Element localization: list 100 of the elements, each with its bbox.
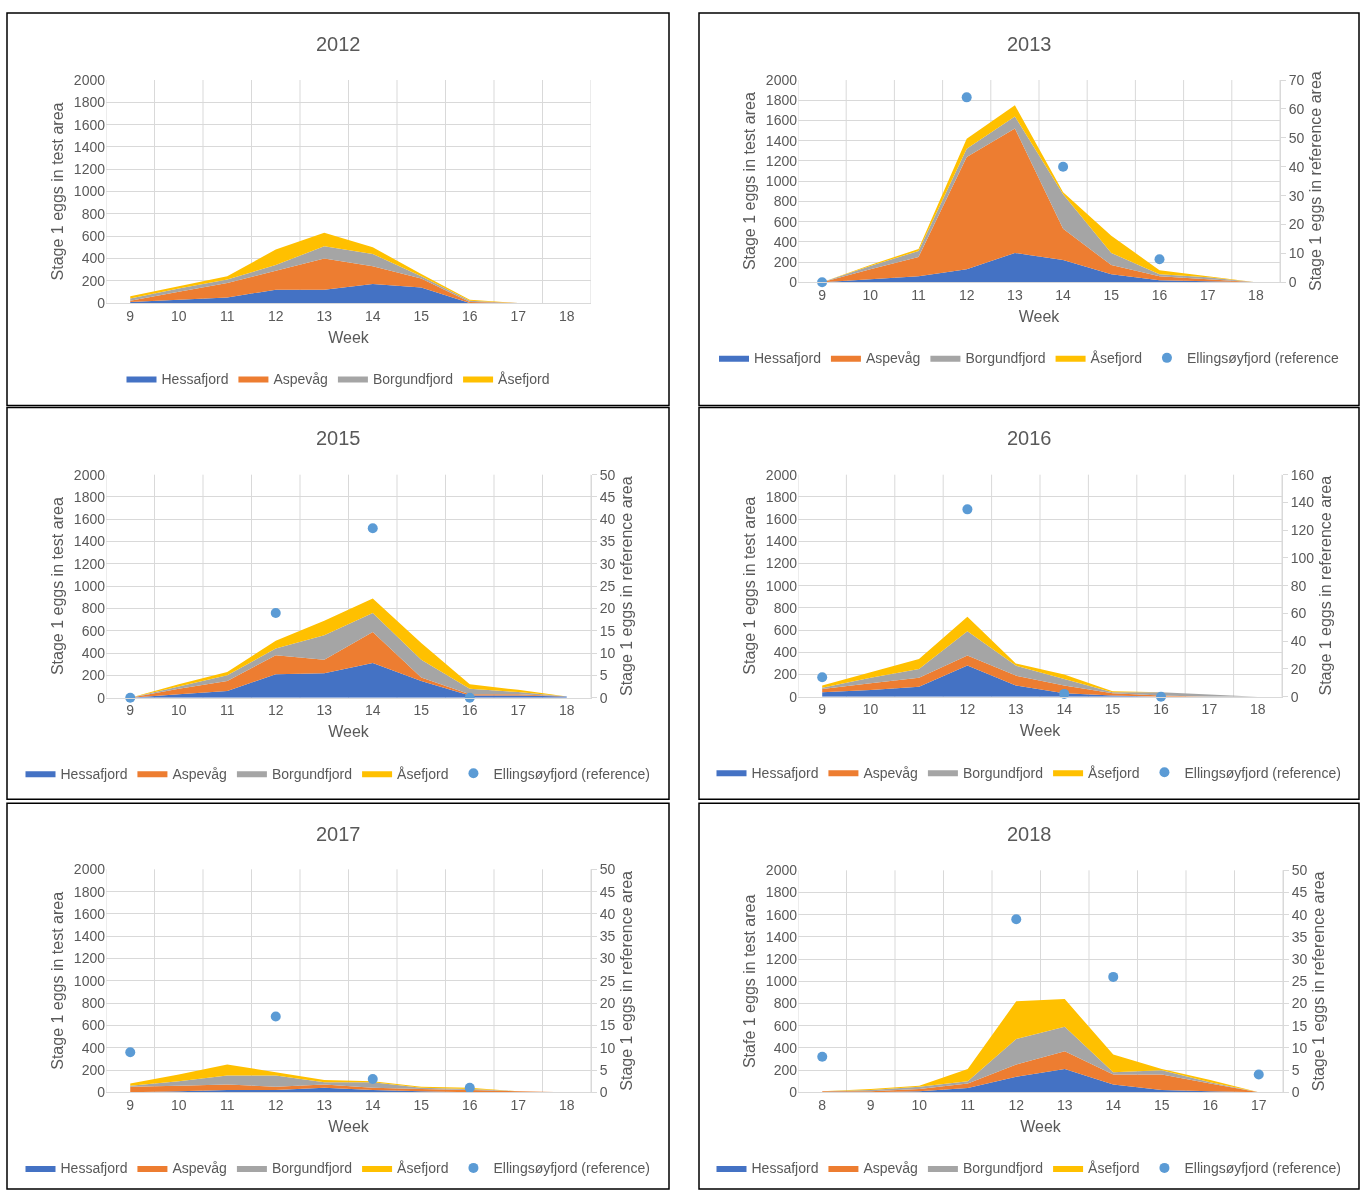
x-axis-title: Week <box>328 723 370 741</box>
x-tick-label: 17 <box>510 1097 527 1114</box>
point <box>125 1047 136 1058</box>
y-axis-title: Stafe 1 eggs in test area <box>740 894 758 1069</box>
y-tick-label: 200 <box>81 1061 106 1078</box>
x-tick-label: 15 <box>413 1097 430 1114</box>
y-tick-label: 600 <box>81 1017 106 1034</box>
point <box>367 523 378 534</box>
x-tick-label: 15 <box>413 307 430 324</box>
y-tick-label: 1800 <box>73 488 106 505</box>
point <box>270 1011 281 1022</box>
chart-title: 2013 <box>1007 33 1052 55</box>
point <box>1059 688 1070 699</box>
y2-tick-label: 20 <box>599 600 616 617</box>
legend-label: Aspevåg <box>172 765 227 782</box>
y-tick-label: 0 <box>789 1084 798 1101</box>
x-tick-label: 18 <box>1248 287 1264 304</box>
point <box>1253 1069 1264 1080</box>
x-tick-label: 13 <box>316 307 333 324</box>
legend-label: Hessafjord <box>60 765 128 782</box>
y-tick-label: 1200 <box>73 555 106 572</box>
legend-label: Hessafjord <box>161 371 229 388</box>
y2-tick-label: 20 <box>599 995 616 1012</box>
y-tick-label: 2000 <box>73 466 106 483</box>
y-tick-label: 800 <box>773 193 798 210</box>
point <box>464 1082 475 1093</box>
x-tick-label: 11 <box>911 701 927 718</box>
y-tick-label: 600 <box>81 622 106 639</box>
y2-tick-label: 40 <box>1290 633 1307 650</box>
y2-axis-title: Stage 1 eggs in reference area <box>618 870 636 1091</box>
y2-tick-label: 30 <box>1288 187 1305 204</box>
y2-tick-label: 25 <box>599 972 616 989</box>
x-tick-label: 18 <box>558 307 575 324</box>
x-tick-label: 12 <box>267 1097 284 1114</box>
x-tick-label: 16 <box>461 1097 478 1114</box>
legend-label: Borgundfjord <box>962 764 1044 781</box>
y-tick-label: 1400 <box>765 928 798 945</box>
x-tick-label: 16 <box>461 307 478 324</box>
y-tick-label: 800 <box>773 995 798 1012</box>
y-tick-label: 0 <box>789 688 798 705</box>
y-tick-label: 400 <box>773 644 798 661</box>
legend-label: Borgundfjord <box>271 1160 353 1177</box>
y2-tick-label: 40 <box>599 511 616 528</box>
y-tick-label: 400 <box>773 233 798 250</box>
y-tick-label: 1000 <box>73 972 106 989</box>
y-tick-label: 2000 <box>765 466 798 483</box>
y2-tick-label: 35 <box>599 928 616 945</box>
x-tick-label: 10 <box>170 307 187 324</box>
y-tick-label: 600 <box>773 621 798 638</box>
x-tick-label: 13 <box>316 1097 333 1114</box>
x-tick-label: 10 <box>170 702 187 719</box>
y2-tick-label: 160 <box>1290 466 1315 483</box>
y-tick-label: 1800 <box>765 488 798 505</box>
y2-tick-label: 20 <box>1290 660 1307 677</box>
legend-label: Aspevåg <box>273 371 328 388</box>
y2-tick-label: 140 <box>1290 494 1315 511</box>
y-tick-label: 1400 <box>765 132 798 149</box>
x-tick-label: 13 <box>316 702 333 719</box>
x-tick-label: 17 <box>1201 701 1218 718</box>
y2-tick-label: 45 <box>599 883 616 900</box>
x-tick-label: 11 <box>911 287 926 304</box>
legend-label: Borgundfjord <box>962 1160 1044 1177</box>
y-tick-label: 1000 <box>73 578 106 595</box>
y2-tick-label: 15 <box>599 622 616 639</box>
legend-label: Åsefjord <box>397 765 449 782</box>
y2-tick-label: 40 <box>599 905 616 922</box>
x-tick-label: 13 <box>1056 1097 1073 1114</box>
y2-axis-title: Stage 1 eggs in reference area <box>1307 71 1325 292</box>
point <box>1108 971 1119 982</box>
y-tick-label: 200 <box>773 666 798 683</box>
y-tick-label: 1800 <box>765 884 798 901</box>
y2-tick-label: 30 <box>1291 951 1308 968</box>
y-tick-label: 1400 <box>73 138 106 155</box>
y2-axis-title: Stage 1 eggs in reference area <box>618 476 636 697</box>
legend-label: Hessafjord <box>754 350 821 367</box>
x-tick-label: 9 <box>818 701 827 718</box>
y-tick-label: 800 <box>81 205 106 222</box>
point <box>367 1073 378 1084</box>
y2-tick-label: 50 <box>599 861 616 878</box>
y-tick-label: 1600 <box>73 905 106 922</box>
y-tick-label: 1000 <box>765 577 798 594</box>
y-tick-label: 1600 <box>73 511 106 528</box>
x-tick-label: 18 <box>558 702 575 719</box>
y2-tick-label: 10 <box>1288 245 1305 262</box>
point <box>817 1051 828 1062</box>
x-tick-label: 12 <box>958 287 975 304</box>
y-tick-label: 200 <box>773 1062 798 1079</box>
x-axis-title: Week <box>1019 722 1062 740</box>
y2-tick-label: 20 <box>1288 216 1305 233</box>
y2-tick-label: 10 <box>599 1039 616 1056</box>
y2-tick-label: 50 <box>1288 129 1305 146</box>
y2-tick-label: 10 <box>1291 1039 1308 1056</box>
y-tick-label: 1200 <box>765 951 798 968</box>
y-tick-label: 1400 <box>765 533 798 550</box>
y-tick-label: 400 <box>773 1039 798 1056</box>
y2-tick-label: 5 <box>599 1061 608 1078</box>
y-tick-label: 1200 <box>73 161 106 178</box>
y2-tick-label: 10 <box>599 644 616 661</box>
legend-label: Hessafjord <box>751 764 819 781</box>
x-tick-label: 16 <box>1151 287 1168 304</box>
